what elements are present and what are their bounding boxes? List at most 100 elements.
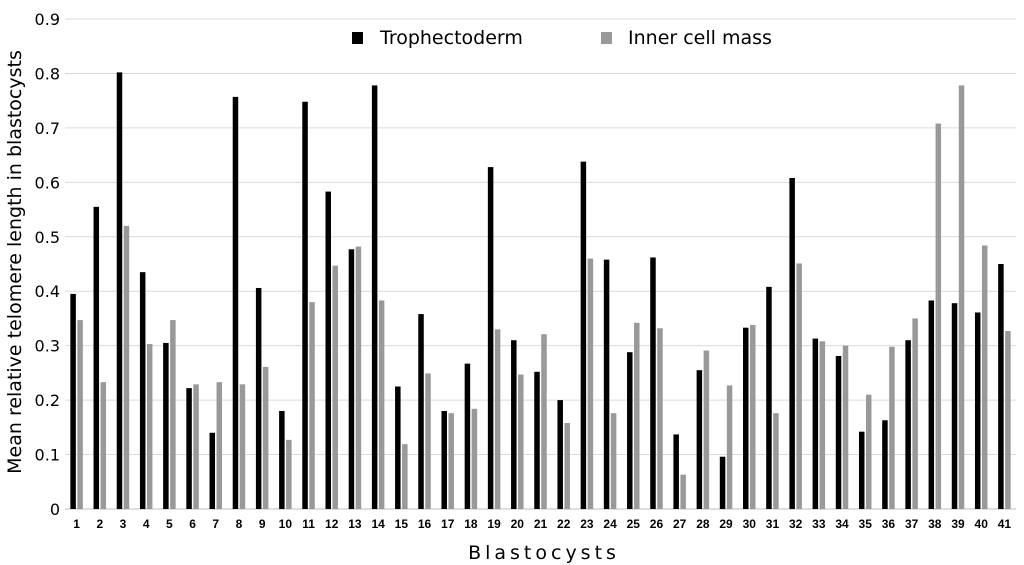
bar-trophectoderm	[116, 72, 123, 510]
bar-inner-cell-mass	[842, 345, 849, 509]
bar-inner-cell-mass	[819, 341, 826, 509]
y-tick-label: 0.4	[35, 282, 60, 301]
x-tick-label: 18	[464, 517, 478, 531]
x-tick-label: 5	[166, 517, 173, 531]
bar-inner-cell-mass	[703, 350, 710, 509]
x-tick-label: 4	[143, 517, 150, 531]
legend-swatch-trophectoderm	[352, 32, 363, 44]
bar-inner-cell-mass	[216, 382, 223, 509]
bar-trophectoderm	[719, 456, 726, 509]
bar-inner-cell-mass	[518, 374, 524, 509]
bar-trophectoderm	[418, 314, 424, 509]
y-tick-label: 0	[50, 500, 60, 519]
bar-inner-cell-mass	[680, 474, 686, 509]
x-tick-label: 15	[395, 517, 409, 531]
bar-trophectoderm	[348, 249, 355, 510]
legend-swatch-inner-cell-mass	[601, 32, 612, 44]
x-tick-label: 17	[441, 517, 455, 531]
x-tick-label: 30	[743, 517, 757, 531]
x-tick-label: 2	[96, 517, 103, 531]
bar-trophectoderm	[905, 340, 911, 509]
x-tick-label: 16	[418, 517, 432, 531]
x-tick-label: 34	[835, 517, 849, 531]
bar-inner-cell-mass	[77, 320, 83, 509]
x-tick-label: 9	[259, 517, 266, 531]
bar-trophectoderm	[696, 370, 703, 509]
x-tick-label: 41	[998, 517, 1012, 531]
x-tick-label: 33	[812, 517, 826, 531]
x-tick-label: 35	[859, 517, 873, 531]
bar-inner-cell-mass	[309, 302, 315, 509]
bar-trophectoderm	[858, 431, 865, 509]
y-tick-label: 0.1	[35, 446, 60, 465]
bar-trophectoderm	[627, 352, 633, 509]
bar-inner-cell-mass	[773, 413, 779, 509]
bar-inner-cell-mass	[193, 384, 199, 509]
x-tick-label: 10	[279, 517, 293, 531]
y-tick-label: 0.3	[35, 337, 60, 356]
y-axis-ticks: 0 0.1 0.2 0.3 0.4 0.5 0.6 0.7 0.8 0.9	[35, 10, 60, 519]
x-tick-label: 1	[73, 517, 80, 531]
bar-inner-cell-mass	[1005, 330, 1011, 509]
bar-trophectoderm	[487, 167, 494, 509]
x-tick-label: 19	[487, 517, 501, 531]
bar-inner-cell-mass	[355, 246, 362, 509]
bar-trophectoderm	[93, 206, 100, 509]
bar-inner-cell-mass	[146, 344, 153, 509]
bar-trophectoderm	[557, 400, 563, 509]
y-tick-label: 0.7	[35, 119, 60, 138]
bar-trophectoderm	[139, 272, 146, 509]
y-tick-label: 0.8	[35, 64, 60, 83]
x-tick-label: 20	[511, 517, 525, 531]
bar-trophectoderm	[186, 388, 192, 509]
x-tick-label: 36	[882, 517, 896, 531]
bar-inner-cell-mass	[425, 373, 431, 509]
x-tick-label: 8	[236, 517, 243, 531]
x-tick-label: 39	[951, 517, 965, 531]
x-tick-label: 38	[928, 517, 942, 531]
x-tick-label: 11	[302, 517, 315, 531]
bar-inner-cell-mass	[378, 300, 385, 509]
x-tick-label: 29	[719, 517, 733, 531]
x-tick-label: 6	[189, 517, 196, 531]
bar-trophectoderm	[511, 340, 517, 509]
bar-trophectoderm	[395, 386, 401, 509]
bar-trophectoderm	[580, 161, 587, 509]
x-tick-label: 25	[627, 517, 641, 531]
bar-trophectoderm	[951, 303, 958, 509]
bars	[70, 72, 1011, 510]
y-tick-label: 0.6	[35, 173, 60, 192]
bar-inner-cell-mass	[286, 439, 292, 509]
x-tick-label: 28	[696, 517, 710, 531]
bar-trophectoderm	[534, 371, 540, 509]
bar-inner-cell-mass	[750, 324, 756, 509]
bar-trophectoderm	[232, 96, 239, 510]
gridlines	[65, 18, 1016, 510]
x-tick-label: 27	[673, 517, 687, 531]
bar-trophectoderm	[279, 411, 285, 509]
x-tick-label: 13	[348, 517, 362, 531]
bar-trophectoderm	[998, 264, 1004, 509]
bar-inner-cell-mass	[935, 123, 942, 509]
bar-trophectoderm	[812, 338, 819, 509]
bar-trophectoderm	[673, 434, 679, 509]
x-tick-label: 31	[766, 517, 780, 531]
bar-inner-cell-mass	[564, 422, 570, 509]
legend-label-inner-cell-mass: Inner cell mass	[628, 27, 772, 49]
x-tick-label: 21	[534, 517, 548, 531]
y-tick-label: 0.5	[35, 228, 60, 247]
x-tick-label: 40	[975, 517, 989, 531]
bar-inner-cell-mass	[402, 444, 408, 509]
bar-inner-cell-mass	[587, 258, 594, 509]
bar-trophectoderm	[441, 411, 447, 509]
bar-inner-cell-mass	[100, 382, 107, 509]
bar-trophectoderm	[789, 177, 795, 510]
bar-inner-cell-mass	[541, 334, 547, 509]
x-tick-label: 26	[650, 517, 664, 531]
y-tick-label: 0.2	[35, 391, 60, 410]
bar-trophectoderm	[70, 293, 76, 509]
x-tick-label: 3	[120, 517, 127, 531]
bar-trophectoderm	[650, 257, 656, 509]
bar-trophectoderm	[209, 432, 216, 509]
